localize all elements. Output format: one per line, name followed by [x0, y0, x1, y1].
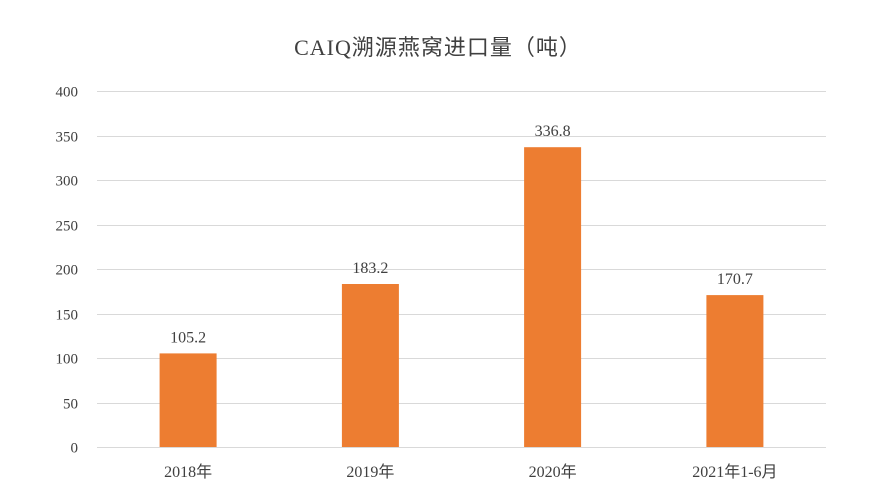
x-category-label-3: 2020年	[529, 463, 577, 481]
bar-1	[159, 353, 217, 447]
y-tick-label: 150	[56, 308, 79, 324]
y-tick-label: 400	[56, 85, 79, 101]
y-tick-label: 350	[56, 130, 79, 146]
data-label-4: 170.7	[717, 271, 753, 288]
bar-2	[341, 284, 399, 447]
y-tick-label: 300	[56, 174, 79, 190]
x-axis-category-labels: 2018年 2019年 2020年 2021年1-6月	[164, 463, 777, 481]
data-label-1: 105.2	[170, 329, 206, 346]
bar-3	[524, 147, 582, 447]
gridlines	[97, 91, 826, 448]
x-category-label-4: 2021年1-6月	[692, 463, 777, 481]
y-tick-label: 200	[56, 263, 79, 279]
y-axis-tick-labels: 0 50 100 150 200 250 300 350 400	[56, 85, 79, 457]
chart-title: CAIQ溯源燕窝进口量（吨）	[294, 35, 582, 60]
y-tick-label: 100	[56, 352, 79, 368]
x-category-label-2: 2019年	[346, 463, 394, 481]
x-category-label-1: 2018年	[164, 463, 212, 481]
data-label-3: 336.8	[535, 123, 571, 140]
data-label-2: 183.2	[352, 260, 388, 277]
data-labels: 105.2 183.2 336.8 170.7	[170, 123, 753, 346]
y-tick-label: 50	[63, 397, 78, 413]
y-tick-label: 0	[71, 441, 79, 457]
bar-4	[706, 295, 764, 447]
bars	[159, 147, 764, 447]
y-tick-label: 250	[56, 219, 79, 235]
